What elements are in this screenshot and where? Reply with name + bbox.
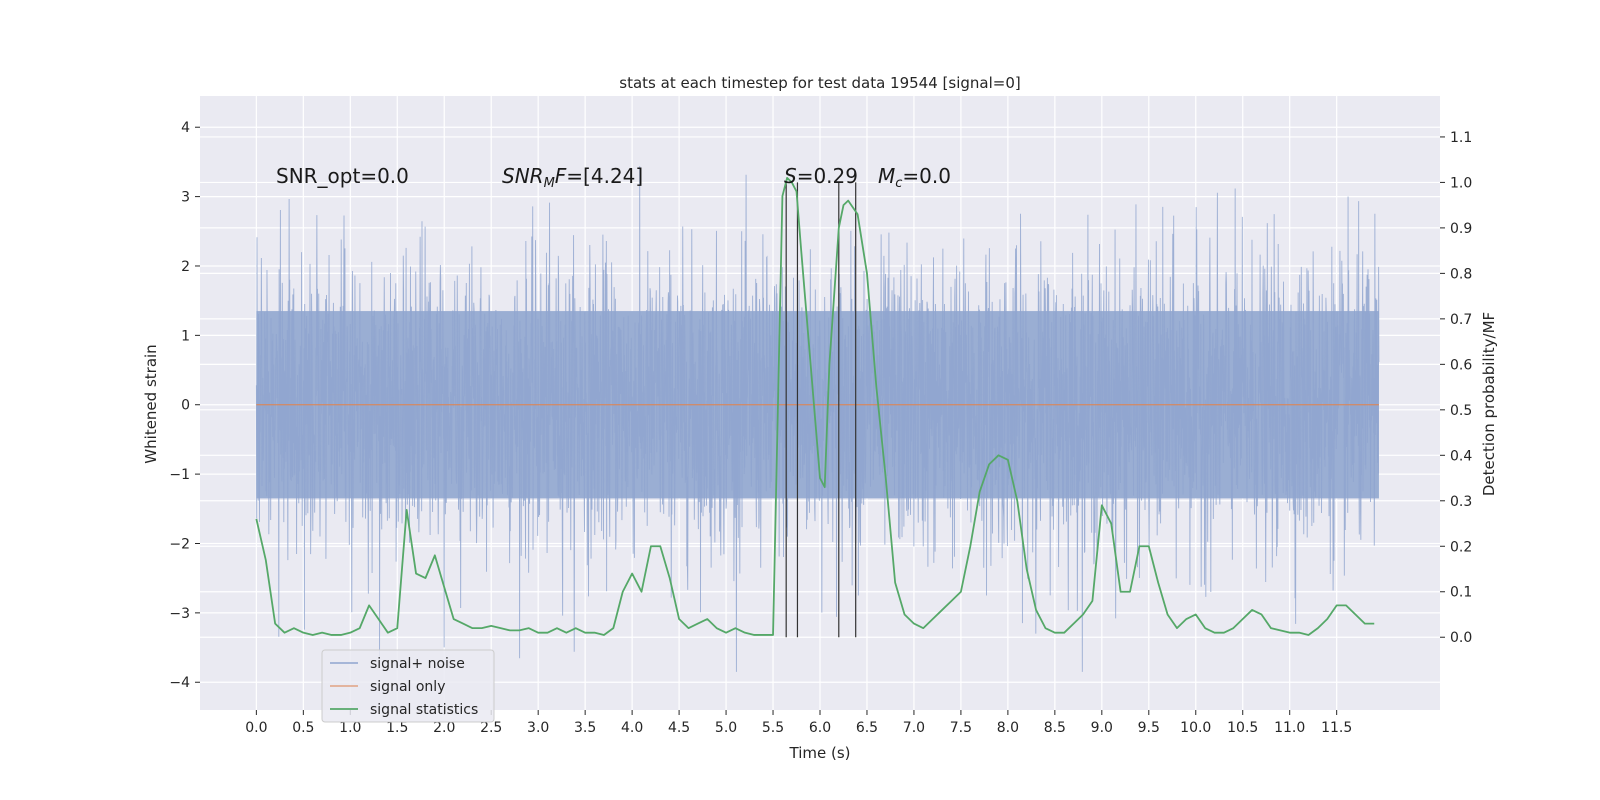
x-tick-label: 6.5 <box>856 720 878 736</box>
y2-tick-label: 0.3 <box>1450 494 1472 510</box>
x-tick-label: 9.0 <box>1091 720 1113 736</box>
x-tick-label: 4.5 <box>668 720 690 736</box>
legend-label-signal-only: signal only <box>370 679 445 695</box>
x-tick-label: 2.0 <box>433 720 455 736</box>
annotation-snr-opt: SNR_opt=0.0 <box>276 164 409 188</box>
x-tick-label: 11.0 <box>1274 720 1305 736</box>
y2-tick-label: 0.2 <box>1450 539 1472 555</box>
x-tick-label: 3.0 <box>527 720 549 736</box>
y2-tick-label: 0.4 <box>1450 448 1472 464</box>
legend-label-signal-statistics: signal statistics <box>370 702 478 718</box>
y2-axis-label: Detection probability/MF <box>1480 312 1498 496</box>
x-tick-label: 5.0 <box>715 720 737 736</box>
x-tick-label: 11.5 <box>1321 720 1352 736</box>
y-tick-label: 2 <box>181 259 190 275</box>
x-tick-label: 8.5 <box>1044 720 1066 736</box>
x-tick-label: 10.5 <box>1227 720 1258 736</box>
y-tick-label: 3 <box>181 190 190 206</box>
signal-statistics-line <box>255 176 1375 636</box>
x-tick-label: 3.5 <box>574 720 596 736</box>
y2-tick-label: 0.0 <box>1450 630 1472 646</box>
x-tick-label: 4.0 <box>621 720 643 736</box>
x-tick-label: 7.5 <box>950 720 972 736</box>
series-signal-statistics <box>255 176 1375 636</box>
y-tick-label: −3 <box>169 606 190 622</box>
x-tick-label: 9.5 <box>1138 720 1160 736</box>
annotation-snr-mf: SNRMF=[4.24] <box>502 164 643 191</box>
y-tick-label: 0 <box>181 398 190 414</box>
annotation-mc: Mc=0.0 <box>878 164 951 191</box>
y2-tick-label: 0.5 <box>1450 403 1472 419</box>
y-tick-label: 4 <box>181 120 190 136</box>
y2-tick-label: 0.9 <box>1450 221 1472 237</box>
y2-tick-label: 0.1 <box>1450 585 1472 601</box>
annotation-s-value: =0.29 <box>797 164 858 188</box>
y-tick-label: −4 <box>169 675 190 691</box>
y-tick-label: −2 <box>169 536 190 552</box>
x-tick-label: 0.5 <box>292 720 314 736</box>
y2-axis-ticks: 1.1 1.0 0.9 0.8 0.7 0.6 0.5 0.4 0.3 0.2 0.1 0.0 <box>1440 130 1472 646</box>
chart-title: stats at each timestep for test data 195… <box>619 74 1020 92</box>
x-axis-label: Time (s) <box>789 744 851 762</box>
x-tick-label: 2.5 <box>480 720 502 736</box>
y2-tick-label: 0.6 <box>1450 357 1472 373</box>
y2-tick-label: 1.1 <box>1450 130 1472 146</box>
vertical-markers <box>785 182 857 638</box>
x-axis-ticks: 0.0 0.5 1.0 1.5 2.0 2.5 3.0 3.5 4.0 4.5 5.0 5.5 6.0 6… <box>245 710 1352 736</box>
annotation-mc-value: =0.0 <box>902 164 951 188</box>
y2-tick-label: 0.7 <box>1450 312 1472 328</box>
legend-label-signal-noise: signal+ noise <box>370 656 465 672</box>
legend: signal+ noise signal only signal statist… <box>321 649 495 723</box>
x-tick-label: 10.0 <box>1180 720 1211 736</box>
noise-trace <box>255 166 1380 672</box>
y-tick-label: 1 <box>181 328 190 344</box>
y-axis-label: Whitened strain <box>142 344 160 463</box>
x-tick-label: 0.0 <box>245 720 267 736</box>
y-tick-label: −1 <box>169 467 190 483</box>
x-tick-label: 1.5 <box>386 720 408 736</box>
y-axis-ticks: 4 3 2 1 0 −1 −2 −3 −4 <box>169 120 200 691</box>
x-tick-label: 8.0 <box>997 720 1019 736</box>
y2-tick-label: 0.8 <box>1450 266 1472 282</box>
x-tick-label: 5.5 <box>762 720 784 736</box>
x-tick-label: 7.0 <box>903 720 925 736</box>
annotation-snr-mf-value: =[4.24] <box>566 164 643 188</box>
x-tick-label: 1.0 <box>339 720 361 736</box>
y2-tick-label: 1.0 <box>1450 175 1472 191</box>
annotation-s: S=0.29 <box>784 164 858 188</box>
x-tick-label: 6.0 <box>809 720 831 736</box>
